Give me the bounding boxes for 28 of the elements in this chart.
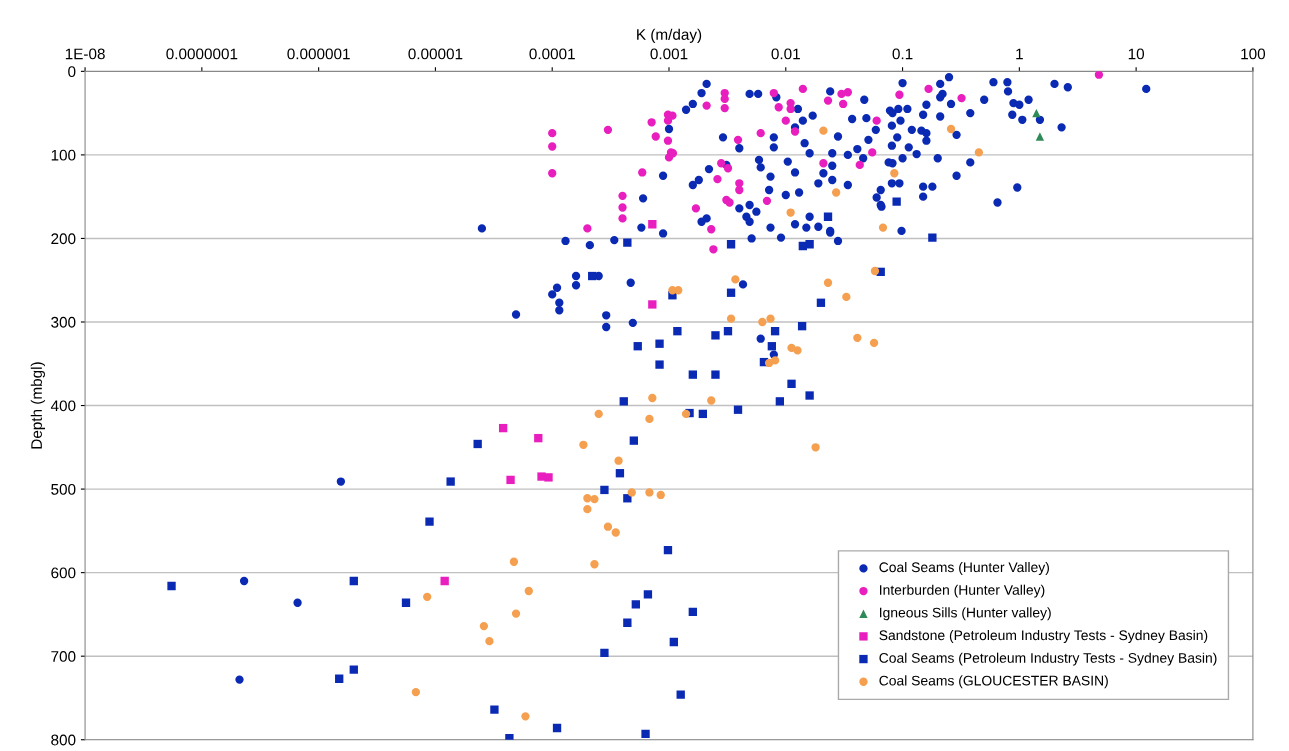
y-tick-label: 200 [51,233,76,245]
x-tick-label: 0.000001 [287,48,350,60]
x-tick-label: 1E-08 [65,48,105,60]
x-axis-title: K (m/day) [637,28,702,43]
y-tick-label: 300 [51,316,76,328]
x-tick-label: 100 [1241,48,1266,60]
x-tick-label: 0.00001 [408,48,463,60]
y-tick-label: 500 [51,483,76,495]
x-tick-label: 0.1 [892,48,913,60]
x-tick-label: 0.0001 [529,48,575,60]
legend-label: Coal Seams (Hunter Valley) [879,561,1049,575]
y-tick-label: 400 [50,400,76,412]
x-tick-label: 0.001 [650,48,688,60]
y-tick-label: 800 [51,734,76,746]
x-tick-label: 1 [1016,48,1023,60]
y-tick-label: 0 [68,66,76,78]
legend-label: Igneous Sills (Hunter valley) [880,607,1051,621]
y-tick-label: 700 [51,651,76,662]
y-tick-label: 100 [51,149,76,161]
x-tick-label: 10 [1128,48,1145,60]
legend-label: Interburden (Hunter Valley) [880,584,1045,598]
x-tick-label: 0.0000001 [166,48,238,60]
y-tick-label: 600 [51,567,76,579]
legend-label: Coal Seams (Petroleum Industry Tests - Sydney Basin) [879,652,1217,666]
legend-label: Sandstone (Petroleum Industry Tests - Sydney Basin) [879,629,1208,643]
legend-label: Coal Seams (GLOUCESTER BASIN) [879,675,1108,689]
y-axis-title: Depth (mbgl) [30,362,45,449]
x-tick-label: 0.01 [771,48,800,60]
